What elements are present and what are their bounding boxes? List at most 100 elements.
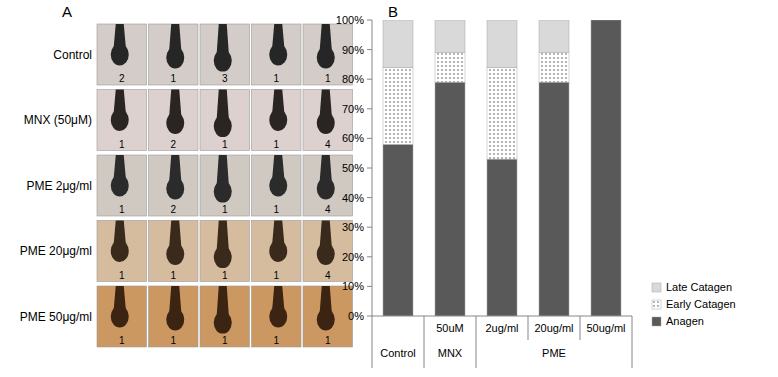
photo xyxy=(97,286,147,347)
photo-bg xyxy=(200,286,250,347)
hair-shaft xyxy=(169,90,181,116)
hair-shaft xyxy=(169,286,181,312)
row-label: PME 50μg/ml xyxy=(20,310,92,324)
photo xyxy=(303,286,353,347)
stage-number: 1 xyxy=(273,139,279,150)
photo-bg xyxy=(97,90,147,151)
stage-number: 1 xyxy=(119,335,125,346)
photo-bg xyxy=(252,155,302,216)
photo-bg xyxy=(149,24,199,85)
bar xyxy=(591,20,621,21)
photo xyxy=(97,24,147,85)
stage-number: 1 xyxy=(222,270,228,281)
photo xyxy=(97,155,147,216)
stage-number: 2 xyxy=(119,73,125,84)
bar xyxy=(539,53,569,83)
bar xyxy=(435,82,465,316)
stage-number: 1 xyxy=(273,73,279,84)
photo-bg xyxy=(97,24,147,85)
category-divider xyxy=(580,316,581,340)
photo xyxy=(252,286,302,347)
y-tick-label: 70% xyxy=(342,103,364,115)
stage-number: 1 xyxy=(170,270,176,281)
y-tick xyxy=(367,138,372,139)
hair-shaft xyxy=(114,286,126,309)
hair-shaft xyxy=(217,155,229,184)
stage-number: 1 xyxy=(119,270,125,281)
bar xyxy=(539,82,569,316)
panel-label: B xyxy=(388,3,398,20)
stage-number: 1 xyxy=(222,335,228,346)
hair-shaft xyxy=(169,155,181,181)
hair-bulb xyxy=(111,44,129,66)
y-tick-label: 90% xyxy=(342,44,364,56)
hair-bulb xyxy=(166,243,184,265)
hair-bulb xyxy=(214,50,232,72)
photo xyxy=(149,286,199,347)
hair-shaft xyxy=(217,24,229,53)
hair-bulb xyxy=(317,178,335,200)
hair-shaft xyxy=(320,286,332,312)
photo xyxy=(149,155,199,216)
y-tick-label: 0% xyxy=(348,310,364,322)
photo xyxy=(252,221,302,282)
panel-label: A xyxy=(62,3,72,20)
stage-number: 1 xyxy=(119,139,125,150)
stage-number: 4 xyxy=(325,270,331,281)
hair-bulb xyxy=(166,309,184,331)
photo xyxy=(252,24,302,85)
stage-number: 1 xyxy=(273,270,279,281)
hair-shaft xyxy=(169,221,181,247)
y-tick xyxy=(367,108,372,109)
hair-shaft xyxy=(217,90,229,119)
row-label: MNX (50μM) xyxy=(24,113,92,127)
hair-shaft xyxy=(320,221,332,247)
photo xyxy=(97,221,147,282)
y-tick xyxy=(367,79,372,80)
group-divider xyxy=(424,340,425,368)
photo-bg xyxy=(200,24,250,85)
y-tick xyxy=(367,49,372,50)
photo xyxy=(200,24,250,85)
stage-number: 1 xyxy=(273,204,279,215)
bar xyxy=(383,144,413,316)
y-tick xyxy=(367,316,372,317)
stage-number: 4 xyxy=(325,139,331,150)
legend-label: Anagen xyxy=(666,315,704,327)
row-label: PME 20μg/ml xyxy=(20,244,92,258)
category-divider xyxy=(528,316,529,340)
hair-bulb xyxy=(269,175,287,197)
hair-shaft xyxy=(114,221,126,244)
hair-shaft xyxy=(114,90,126,113)
hair-shaft xyxy=(272,286,284,309)
row-label: Control xyxy=(53,48,92,62)
legend-swatch xyxy=(652,300,661,309)
photo xyxy=(200,221,250,282)
y-tick xyxy=(367,168,372,169)
photo-bg xyxy=(149,221,199,282)
photo-bg xyxy=(252,286,302,347)
stage-number: 1 xyxy=(119,204,125,215)
legend-swatch xyxy=(652,317,661,326)
y-tick xyxy=(367,286,372,287)
hair-shaft xyxy=(169,24,181,50)
y-tick-label: 100% xyxy=(336,14,364,26)
hair-shaft xyxy=(272,221,284,244)
bar xyxy=(435,53,465,83)
legend-label: Early Catagen xyxy=(666,298,736,310)
photo-bg xyxy=(200,221,250,282)
bar xyxy=(435,20,465,53)
photo-bg xyxy=(97,286,147,347)
stage-number: 1 xyxy=(170,335,176,346)
hair-shaft xyxy=(320,24,332,50)
group-label: PME xyxy=(542,347,566,359)
stage-number: 4 xyxy=(325,204,331,215)
x-tick-label: 20ug/ml xyxy=(534,322,573,334)
legend-label: Late Catagen xyxy=(666,281,732,293)
photo xyxy=(252,155,302,216)
photo xyxy=(149,24,199,85)
hair-bulb xyxy=(166,112,184,134)
hair-bulb xyxy=(166,47,184,69)
hair-bulb xyxy=(317,112,335,134)
stage-number: 1 xyxy=(170,73,176,84)
